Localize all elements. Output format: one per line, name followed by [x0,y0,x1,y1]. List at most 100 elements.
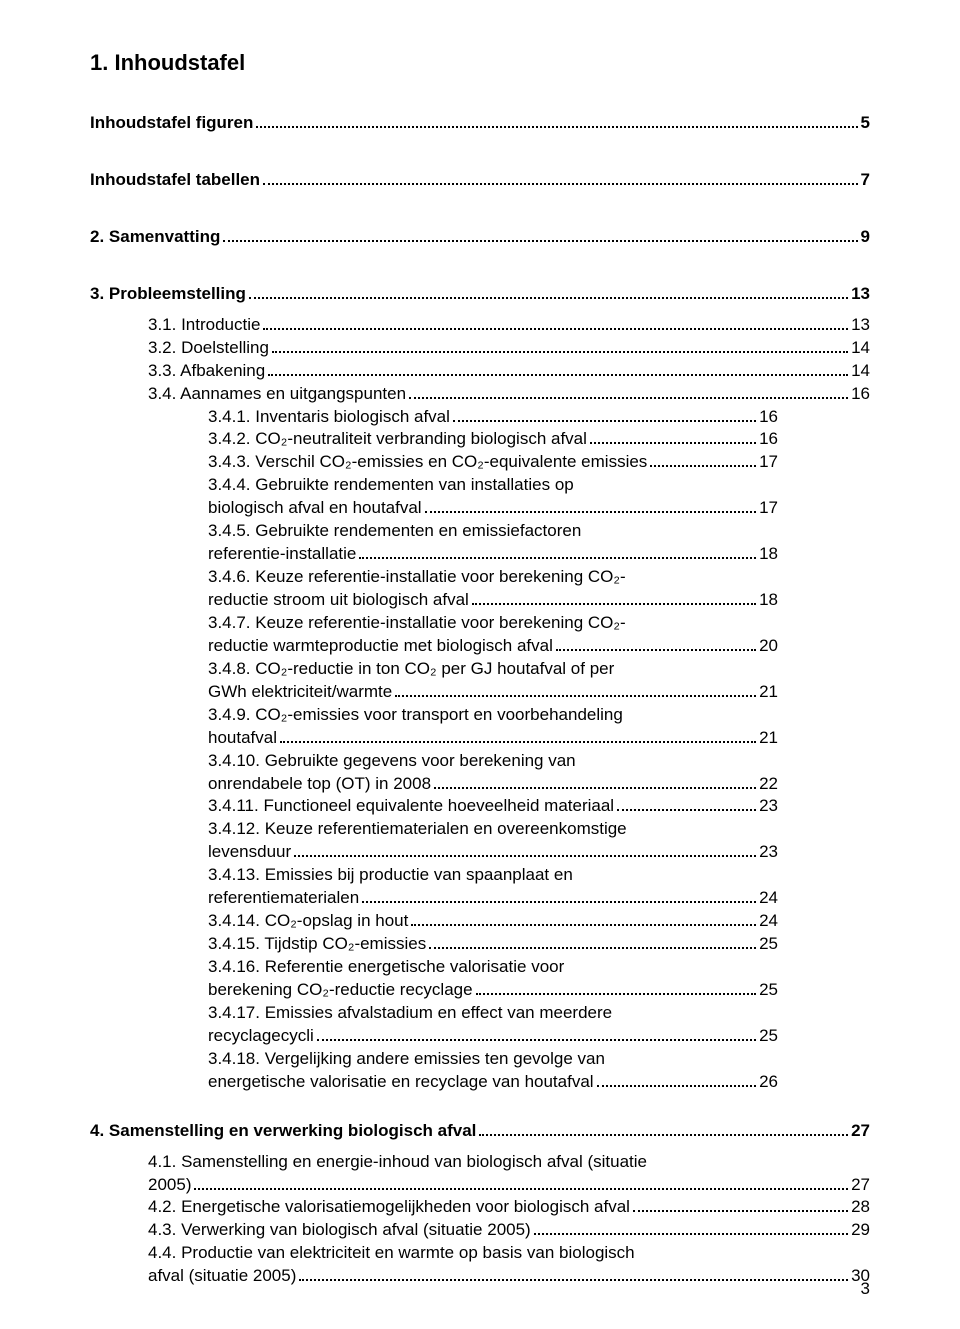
toc-entry-lastline: biologisch afval en houtafval17 [208,497,778,520]
toc-label: 3.4.3. Verschil CO₂-emissies en CO₂-equi… [208,451,647,474]
toc-label-line1: 4.1. Samenstelling en energie-inhoud van… [148,1151,870,1174]
table-of-contents: Inhoudstafel figuren5 Inhoudstafel tabell… [90,104,870,1288]
toc-page-number: 16 [851,383,870,406]
toc-leader-dots [453,420,756,422]
toc-page-number: 28 [851,1196,870,1219]
toc-label-line2: berekening CO₂-reductie recyclage [208,979,473,1002]
toc-page-number: 17 [759,451,778,474]
toc-label: 4.3. Verwerking van biologisch afval (si… [148,1219,531,1242]
toc-entry-lastline: berekening CO₂-reductie recyclage 25 [208,979,778,1002]
toc-leader-dots [434,787,756,789]
toc-leader-dots [429,947,756,949]
toc-label-line1: 3.4.10. Gebruikte gegevens voor berekeni… [208,750,778,773]
toc-entry: 3.1. Introductie13 [148,314,870,337]
toc-entry-lastline: energetische valorisatie en recyclage va… [208,1071,778,1094]
toc-entry-lastline: houtafval21 [208,727,778,750]
toc-leader-dots [263,328,848,330]
toc-page-number: 23 [759,841,778,864]
toc-entry: 3.4.18. Vergelijking andere emissies ten… [208,1048,778,1094]
toc-entry: 3.4.9. CO₂-emissies voor transport en vo… [208,704,778,750]
toc-entry: 3.4.15. Tijdstip CO₂-emissies 25 [208,933,778,956]
toc-leader-dots [534,1233,848,1235]
toc-page-number: 27 [851,1120,870,1143]
toc-page-number: 14 [851,337,870,360]
document-page: 1. Inhoudstafel Inhoudstafel figuren5Inh… [0,0,960,1329]
toc-page-number: 25 [759,933,778,956]
toc-leader-dots [411,924,756,926]
toc-entry: 3.4.1. Inventaris biologisch afval 16 [208,406,778,429]
toc-page-number: 16 [759,406,778,429]
toc-label-line2: biologisch afval en houtafval [208,497,422,520]
toc-leader-dots [263,183,858,185]
toc-page-number: 9 [861,226,870,249]
toc-leader-dots [294,855,756,857]
toc-label-line2: referentie-installatie [208,543,356,566]
toc-page-number: 7 [861,169,870,192]
toc-gap [90,200,870,218]
toc-leader-dots [256,126,857,128]
toc-leader-dots [425,511,756,513]
toc-leader-dots [597,1085,757,1087]
toc-label-line2: recyclagecycli [208,1025,314,1048]
toc-label: 4. Samenstelling en verwerking biologisc… [90,1120,476,1143]
toc-page-number: 14 [851,360,870,383]
toc-entry: 2. Samenvatting9 [90,218,870,257]
toc-label: Inhoudstafel figuren [90,112,253,135]
toc-label-line2: reductie warmteproductie met biologisch … [208,635,553,658]
toc-label-line1: 4.4. Productie van elektriciteit en warm… [148,1242,870,1265]
toc-entry-lastline: reductie warmteproductie met biologisch … [208,635,778,658]
toc-entry-lastline: levensduur23 [208,841,778,864]
toc-label-line2: energetische valorisatie en recyclage va… [208,1071,594,1094]
toc-label-line1: 3.4.12. Keuze referentiematerialen en ov… [208,818,778,841]
toc-page-number: 24 [759,910,778,933]
toc-leader-dots [223,240,857,242]
toc-entry: 4.2. Energetische valorisatiemogelijkhed… [148,1196,870,1219]
toc-page-number: 27 [851,1174,870,1197]
toc-entry: Inhoudstafel figuren5 [90,104,870,143]
toc-gap [90,1094,870,1112]
toc-label-line1: 3.4.9. CO₂-emissies voor transport en vo… [208,704,778,727]
toc-entry: Inhoudstafel tabellen7 [90,161,870,200]
toc-entry: 4.1. Samenstelling en energie-inhoud van… [148,1151,870,1197]
toc-page-number: 21 [759,727,778,750]
toc-entry: 3.4.17. Emissies afvalstadium en effect … [208,1002,778,1048]
toc-page-number: 22 [759,773,778,796]
toc-entry: 3.4.10. Gebruikte gegevens voor berekeni… [208,750,778,796]
toc-leader-dots [556,649,756,651]
toc-label: 4.2. Energetische valorisatiemogelijkhed… [148,1196,630,1219]
toc-label: 3.1. Introductie [148,314,260,337]
toc-label: 3.4.15. Tijdstip CO₂-emissies [208,933,426,956]
toc-entry: 4.3. Verwerking van biologisch afval (si… [148,1219,870,1242]
toc-entry: 3.4.12. Keuze referentiematerialen en ov… [208,818,778,864]
page-number: 3 [861,1279,870,1299]
toc-page-number: 25 [759,979,778,1002]
toc-page-number: 23 [759,795,778,818]
toc-entry: 3.4.14. CO₂-opslag in hout24 [208,910,778,933]
toc-label-line1: 3.4.8. CO₂-reductie in ton CO₂ per GJ ho… [208,658,778,681]
toc-page-number: 26 [759,1071,778,1094]
toc-page-number: 25 [759,1025,778,1048]
toc-leader-dots [362,901,756,903]
toc-entry: 4. Samenstelling en verwerking biologisc… [90,1112,870,1151]
toc-leader-dots [617,809,756,811]
toc-label-line1: 3.4.18. Vergelijking andere emissies ten… [208,1048,778,1071]
toc-leader-dots [299,1279,848,1281]
toc-page-number: 13 [851,283,870,306]
toc-label: 3.3. Afbakening [148,360,265,383]
toc-page-number: 18 [759,589,778,612]
toc-label: 3.4. Aannames en uitgangspunten [148,383,406,406]
toc-leader-dots [280,741,756,743]
toc-page-number: 18 [759,543,778,566]
toc-leader-dots [359,557,756,559]
toc-label: 3.4.2. CO₂-neutraliteit verbranding biol… [208,428,587,451]
toc-entry-lastline: 2005) 27 [148,1174,870,1197]
toc-page-number: 20 [759,635,778,658]
toc-label: 3.2. Doelstelling [148,337,269,360]
page-title: 1. Inhoudstafel [90,50,870,76]
toc-label-line2: 2005) [148,1174,191,1197]
toc-label-line1: 3.4.5. Gebruikte rendementen en emissief… [208,520,778,543]
toc-entry: 3.4.4. Gebruikte rendementen van install… [208,474,778,520]
toc-label-line2: referentiematerialen [208,887,359,910]
toc-label: 3.4.1. Inventaris biologisch afval [208,406,450,429]
toc-entry: 3. Probleemstelling13 [90,275,870,314]
